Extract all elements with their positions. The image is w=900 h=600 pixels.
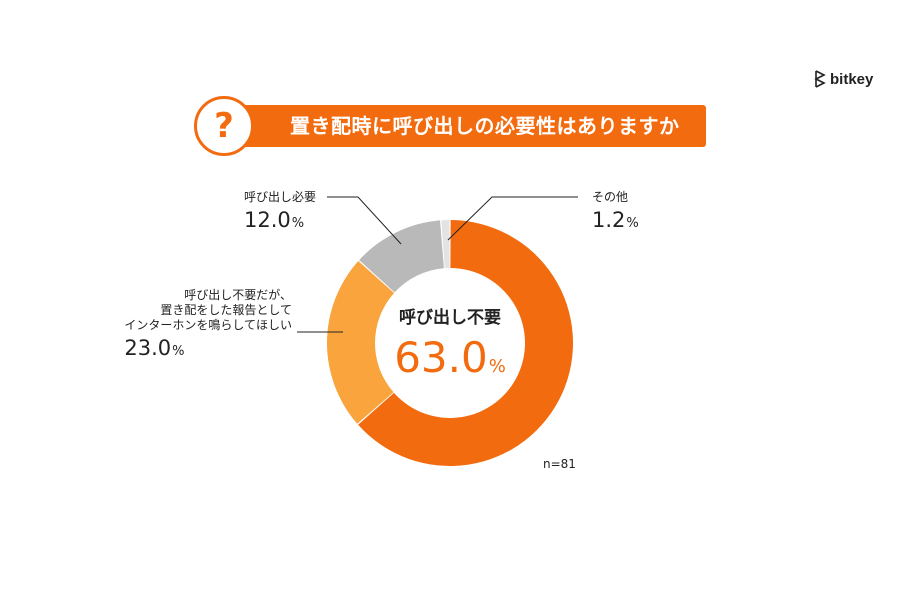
donut-slice-4	[441, 220, 450, 269]
donut-slices	[327, 220, 574, 467]
label-required-value: 12.0%	[244, 208, 305, 232]
label-intercom-line-2: 置き配をした報告として	[160, 303, 292, 317]
brand-name: bitkey	[830, 70, 874, 88]
leader-line-required	[327, 196, 402, 245]
question-title: 置き配時に呼び出しの必要性はありますか ?	[194, 96, 706, 156]
label-required-name: 呼び出し必要	[244, 190, 317, 204]
center-label-value: 63.0%	[394, 333, 506, 382]
label-intercom: 呼び出し不要だが、 置き配をした報告として インターホンを鳴らしてほしい 23.…	[124, 288, 292, 365]
chart-title: 置き配時に呼び出しの必要性はありますか	[290, 114, 680, 138]
label-other: その他 1.2%	[592, 190, 639, 237]
donut-slice-3	[359, 220, 444, 293]
label-other-value: 1.2%	[592, 208, 639, 232]
donut-slice-1	[358, 220, 574, 467]
bitkey-logo-icon	[814, 70, 826, 88]
leader-lines	[297, 196, 578, 333]
center-label-name: 呼び出し不要	[399, 308, 501, 328]
bitkey-logo: bitkey	[814, 70, 873, 88]
label-intercom-value: 23.0%	[124, 336, 185, 360]
title-bar: 置き配時に呼び出しの必要性はありますか	[222, 105, 706, 147]
sample-size-note: n=81	[543, 457, 576, 471]
donut-slice-2	[327, 261, 395, 424]
leader-line-other	[447, 196, 578, 241]
question-mark-icon: ?	[194, 96, 254, 156]
label-intercom-line-1: 呼び出し不要だが、	[184, 288, 292, 302]
label-intercom-line-3: インターホンを鳴らしてほしい	[124, 318, 292, 332]
label-required: 呼び出し必要 12.0%	[244, 190, 316, 237]
label-other-name: その他	[592, 190, 629, 204]
